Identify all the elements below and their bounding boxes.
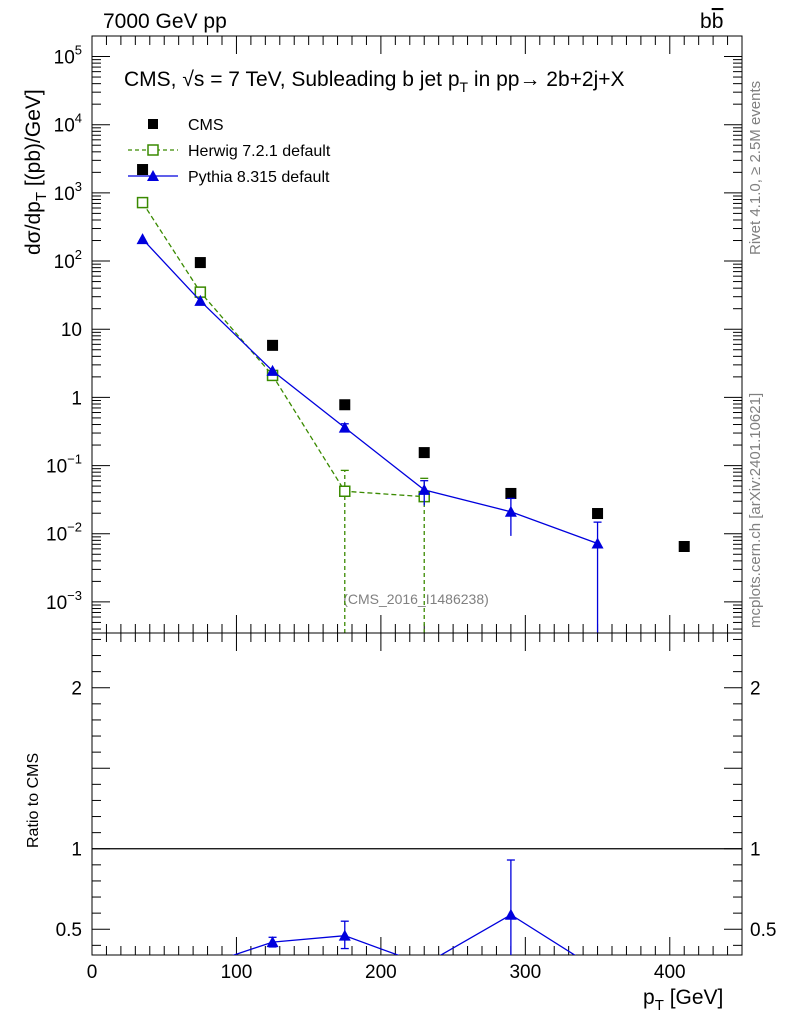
ratio-pythia-point	[504, 908, 517, 920]
chart-title-sqrt: √	[182, 68, 194, 91]
legend: CMS Herwig 7.2.1 default Pythia 8.315 de…	[128, 117, 331, 186]
x-tick-label: 400	[654, 962, 686, 983]
chart-title: CMS, √s = 7 TeV, Subleading b jet pT in …	[124, 68, 625, 95]
x-tick-label: 300	[509, 962, 541, 983]
y-tick-label: 105	[54, 43, 82, 69]
x-tick-label: 200	[365, 962, 397, 983]
ratio-axes: 0 100 200 300 400 0.5 0.5 1 1 2 2	[56, 633, 776, 983]
y-tick-label: 103	[54, 179, 82, 205]
ratio-panel-frame	[91, 632, 743, 956]
cms-point	[339, 399, 351, 411]
herwig-point	[339, 485, 351, 498]
x-axis-label: pT [GeV]	[643, 986, 723, 1014]
pythia-line	[142, 238, 598, 545]
cms-point	[678, 540, 690, 552]
header-right: bb	[700, 10, 723, 33]
cms-point	[418, 447, 430, 459]
y-tick-label: 104	[54, 111, 82, 137]
legend-cms-label: CMS	[188, 117, 224, 134]
ratio-y-tick-label-right: 0.5	[750, 920, 776, 941]
x-tick-label: 0	[87, 962, 98, 983]
ratio-y-tick-label-left: 1	[71, 840, 82, 861]
y-tick-label: 1	[71, 388, 82, 409]
main-data	[136, 164, 690, 633]
pythia-point	[504, 505, 517, 517]
cms-point	[194, 257, 206, 269]
x-axis-label-sub: T	[655, 997, 664, 1014]
legend-cms-marker	[148, 119, 158, 129]
pythia-point	[418, 483, 431, 495]
legend-herwig-label: Herwig 7.2.1 default	[188, 143, 331, 160]
legend-herwig-marker	[147, 144, 159, 156]
main-x-ticks	[91, 36, 743, 633]
main-y-label-unit: [(pb)/GeV]	[22, 89, 45, 192]
chart-title-s: s = 7 TeV, Subleading b jet p	[194, 68, 460, 91]
pythia-point	[194, 294, 207, 306]
ratio-y-tick-label-left: 2	[71, 679, 82, 700]
header-right-base: b	[700, 10, 712, 33]
pythia-point	[266, 364, 279, 376]
x-axis-label-main: p	[643, 986, 655, 1009]
ratio-clipped	[231, 859, 576, 955]
mcplots-label: mcplots.cern.ch [arXiv:2401.10621]	[747, 393, 764, 628]
y-tick-label: 10−3	[46, 588, 82, 614]
cms-point	[592, 508, 604, 520]
header-right-bar: b	[712, 10, 724, 33]
chart-title-sub: T	[460, 79, 469, 95]
ratio-pythia-line	[231, 913, 576, 955]
ratio-y-tick-label-left: 0.5	[56, 920, 82, 941]
ratio-y-tick-label-right: 1	[750, 840, 761, 861]
cms-point	[505, 487, 517, 499]
y-tick-label: 102	[54, 247, 82, 273]
x-axis-label-unit: [GeV]	[664, 986, 724, 1009]
analysis-watermark: (CMS_2016_I1486238)	[343, 591, 489, 607]
cms-point	[267, 339, 279, 351]
y-tick-label: 10−1	[46, 452, 82, 478]
header-left: 7000 GeV pp	[103, 10, 227, 33]
y-tick-label: 10	[61, 320, 82, 341]
ratio-pythia-point	[266, 936, 279, 948]
pythia-point	[136, 233, 149, 245]
pythia-point	[591, 537, 604, 549]
legend-pythia-label: Pythia 8.315 default	[188, 169, 330, 186]
x-tick-label: 100	[221, 962, 253, 983]
y-tick-label: 10−2	[46, 520, 82, 546]
ratio-y-tick-label-right: 2	[750, 679, 761, 700]
ratio-data	[231, 859, 576, 955]
cms-point	[137, 164, 149, 176]
herwig-point	[136, 196, 149, 209]
rivet-label: Rivet 4.1.0, ≥ 2.5M events	[747, 81, 764, 255]
chart-title-post: in pp→ 2b+2j+X	[468, 68, 624, 91]
pythia-point	[338, 421, 351, 433]
main-y-label: dσ/dpT [(pb)/GeV]	[22, 89, 50, 255]
chart-title-pre: CMS,	[124, 68, 182, 91]
ratio-y-label: Ratio to CMS	[25, 753, 42, 848]
legend-pythia-marker	[147, 170, 159, 181]
main-y-label-main: dσ/dp	[22, 201, 45, 255]
main-y-label-sub: T	[33, 192, 50, 201]
herwig-line	[142, 202, 425, 498]
ratio-pythia-point	[338, 929, 351, 941]
